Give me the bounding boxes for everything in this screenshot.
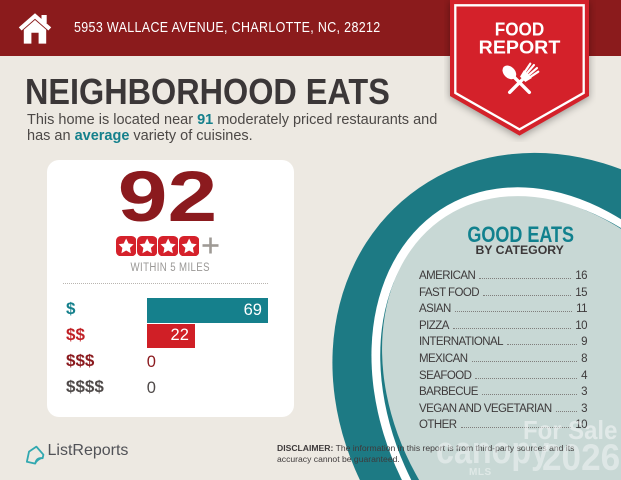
svg-text:FOOD: FOOD (495, 20, 545, 40)
svg-text:REPORT: REPORT (479, 38, 561, 58)
